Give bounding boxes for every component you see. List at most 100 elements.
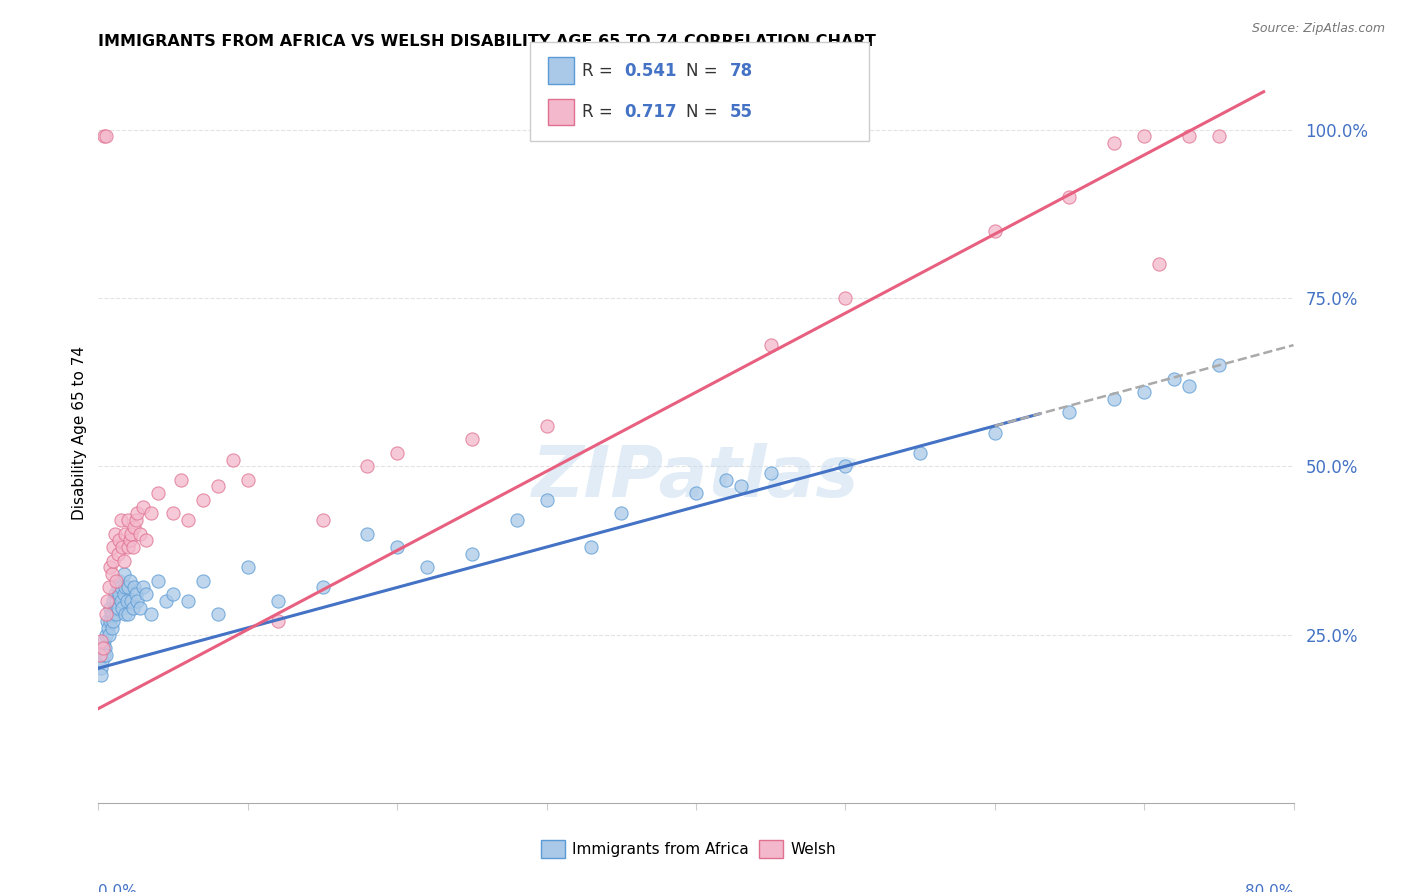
Text: R =: R = — [582, 103, 619, 121]
Point — [114, 607, 136, 622]
Text: Immigrants from Africa: Immigrants from Africa — [572, 842, 749, 856]
Point — [356, 526, 378, 541]
Point — [416, 560, 439, 574]
Point — [104, 526, 127, 541]
Point — [124, 581, 146, 595]
Point — [984, 425, 1007, 440]
Point — [759, 466, 782, 480]
Point — [834, 291, 856, 305]
Text: Source: ZipAtlas.com: Source: ZipAtlas.com — [1251, 22, 1385, 36]
Point — [1104, 392, 1126, 406]
Point — [89, 648, 111, 662]
Point — [1208, 359, 1230, 373]
Point — [1178, 378, 1201, 392]
Point — [104, 600, 127, 615]
Point — [118, 574, 141, 588]
Point — [536, 492, 558, 507]
Point — [139, 507, 162, 521]
Point — [103, 540, 125, 554]
Point — [127, 594, 149, 608]
Point — [1178, 129, 1201, 144]
Point — [110, 513, 132, 527]
Point — [111, 600, 134, 615]
Point — [610, 507, 633, 521]
Point — [111, 540, 134, 554]
Point — [117, 540, 139, 554]
Point — [135, 587, 157, 601]
Point — [90, 668, 112, 682]
Point — [98, 614, 121, 628]
Point — [207, 479, 229, 493]
Point — [730, 479, 752, 493]
Point — [685, 486, 707, 500]
Text: N =: N = — [686, 103, 723, 121]
Point — [103, 594, 125, 608]
Point — [110, 594, 132, 608]
Point — [117, 581, 139, 595]
Y-axis label: Disability Age 65 to 74: Disability Age 65 to 74 — [72, 345, 87, 520]
Point — [1059, 405, 1081, 419]
Point — [162, 507, 184, 521]
Point — [581, 540, 603, 554]
Point — [90, 634, 112, 648]
Point — [94, 648, 117, 662]
Point — [101, 566, 124, 581]
Text: 0.717: 0.717 — [624, 103, 676, 121]
Point — [1059, 190, 1081, 204]
Point — [114, 581, 136, 595]
Point — [101, 621, 124, 635]
Point — [108, 587, 131, 601]
Point — [104, 587, 127, 601]
Point — [177, 594, 200, 608]
Point — [90, 661, 112, 675]
Point — [96, 614, 118, 628]
Point — [103, 553, 125, 567]
Point — [385, 540, 409, 554]
Point — [112, 587, 135, 601]
Point — [1133, 129, 1156, 144]
Point — [93, 129, 115, 144]
FancyBboxPatch shape — [548, 57, 574, 84]
Point — [1133, 385, 1156, 400]
Point — [536, 418, 558, 433]
Point — [148, 486, 170, 500]
Point — [96, 594, 118, 608]
Point — [94, 640, 117, 655]
Point — [714, 473, 737, 487]
Point — [177, 513, 200, 527]
FancyBboxPatch shape — [530, 42, 869, 141]
Point — [222, 452, 245, 467]
Point — [105, 607, 128, 622]
Point — [127, 507, 149, 521]
Point — [117, 607, 139, 622]
Point — [114, 526, 136, 541]
FancyBboxPatch shape — [541, 840, 565, 858]
Point — [91, 640, 114, 655]
Point — [1163, 372, 1185, 386]
Point — [759, 338, 782, 352]
Point — [267, 614, 290, 628]
Point — [1104, 136, 1126, 151]
Point — [89, 648, 111, 662]
Point — [461, 433, 484, 447]
Point — [98, 600, 122, 615]
Point — [191, 574, 214, 588]
Text: R =: R = — [582, 62, 619, 79]
Point — [121, 600, 143, 615]
Point — [356, 459, 378, 474]
Point — [108, 574, 131, 588]
Text: 78: 78 — [730, 62, 752, 79]
Point — [120, 594, 142, 608]
Point — [105, 594, 128, 608]
Text: Welsh: Welsh — [790, 842, 835, 856]
Point — [107, 600, 129, 615]
Point — [107, 581, 129, 595]
Point — [121, 540, 143, 554]
Text: N =: N = — [686, 62, 723, 79]
Point — [461, 547, 484, 561]
Point — [1147, 257, 1170, 271]
Point — [385, 446, 409, 460]
Point — [908, 446, 931, 460]
Point — [101, 607, 124, 622]
Point — [984, 224, 1007, 238]
